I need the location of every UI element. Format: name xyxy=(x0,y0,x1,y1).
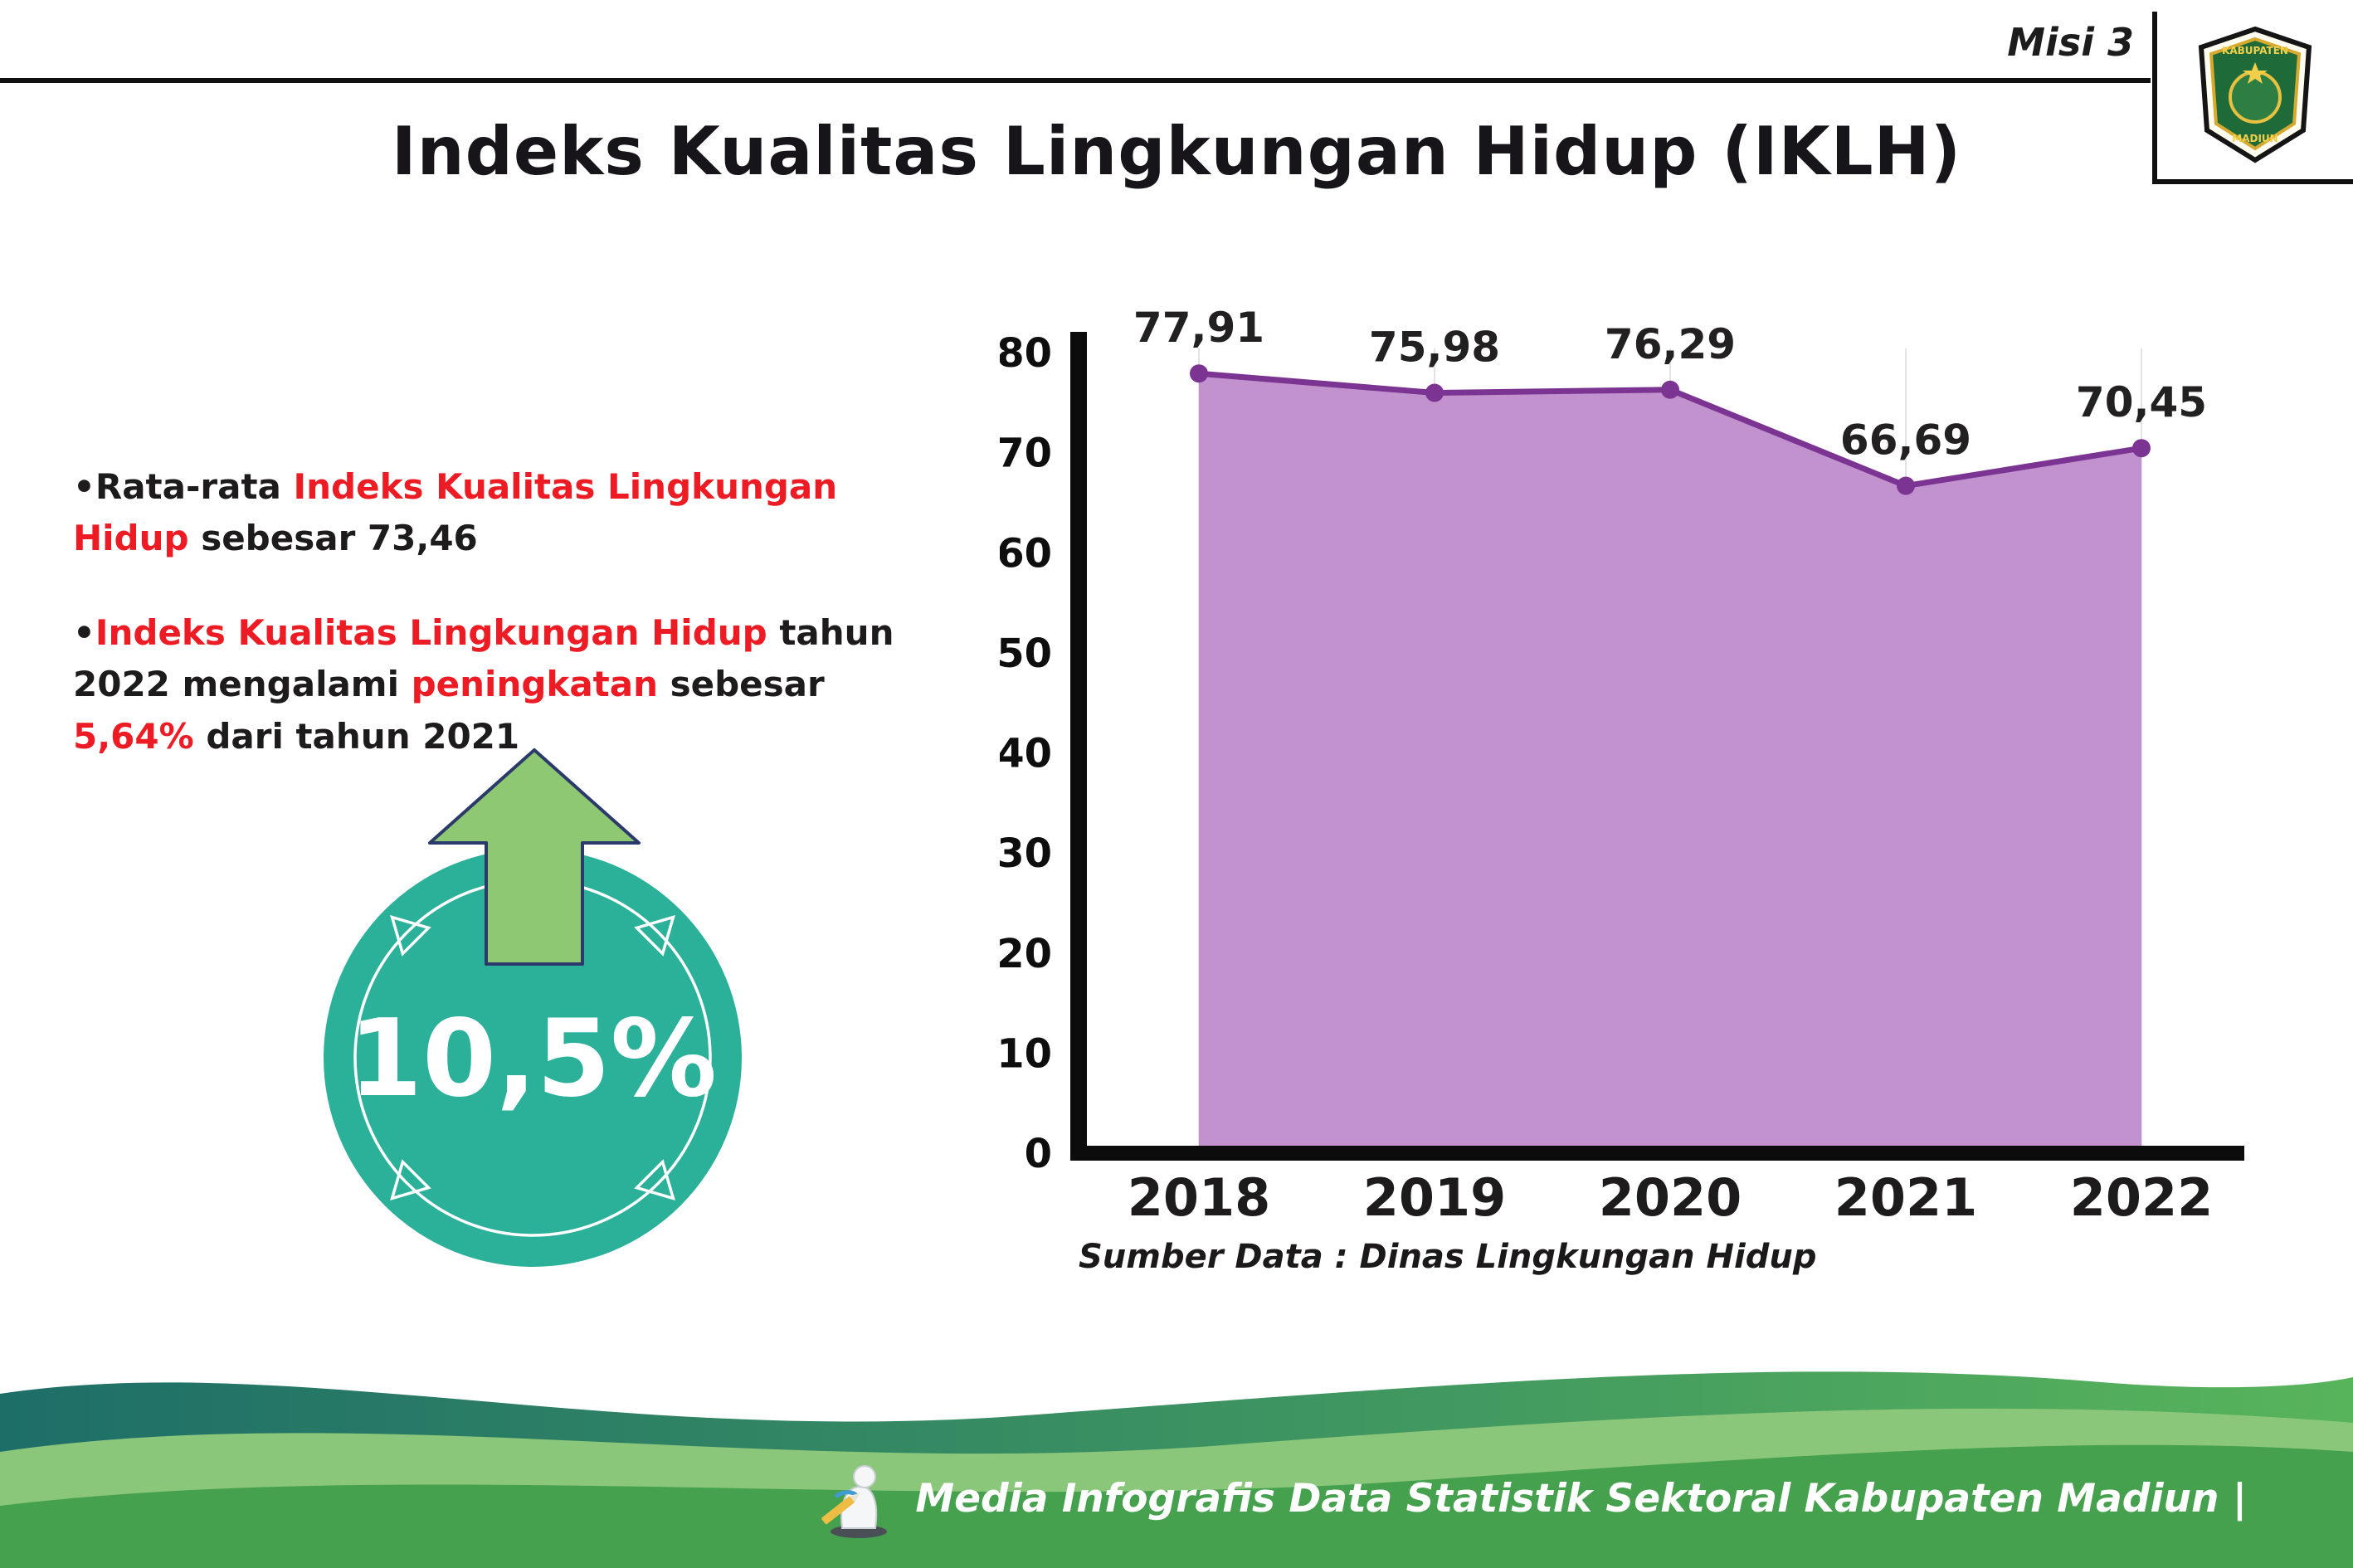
key-points: •Rata-rata Indeks Kualitas Lingkungan Hi… xyxy=(73,461,940,762)
bullet2-text-2: sebesar xyxy=(658,664,825,705)
bullet-average: •Rata-rata Indeks Kualitas Lingkungan Hi… xyxy=(73,461,940,564)
svg-text:80: 80 xyxy=(1000,330,1052,377)
bullet2-highlight-2: peningkatan xyxy=(411,664,658,705)
svg-text:10: 10 xyxy=(1000,1030,1052,1077)
header-rule xyxy=(0,78,2151,83)
svg-text:50: 50 xyxy=(1000,631,1052,677)
svg-text:70: 70 xyxy=(1000,431,1052,477)
svg-text:40: 40 xyxy=(1000,731,1052,777)
iklh-chart-svg: 77,91 75,98 76,29 66,69 70,45 0 10 20 30 40 50 60 70… xyxy=(996,304,2244,1228)
increase-badge: 10,5% xyxy=(319,845,747,1272)
bullet-marker: • xyxy=(73,466,95,507)
bullet-marker: • xyxy=(73,612,95,654)
logo-top-text: KABUPATEN xyxy=(2222,45,2288,56)
page-title: Indeks Kualitas Lingkungan Hidup (IKLH) xyxy=(391,113,1962,190)
kabupaten-madiun-emblem-icon: KABUPATEN MADIUN xyxy=(2198,26,2312,163)
svg-text:30: 30 xyxy=(1000,830,1052,877)
svg-text:2018: 2018 xyxy=(1128,1167,1271,1228)
svg-text:75,98: 75,98 xyxy=(1369,323,1500,371)
logo-bottom-text: MADIUN xyxy=(2232,133,2277,144)
svg-text:66,69: 66,69 xyxy=(1840,416,1971,465)
bullet1-pre: Rata-rata xyxy=(95,466,294,507)
svg-text:60: 60 xyxy=(1000,530,1052,577)
bullet-increase: •Indeks Kualitas Lingkungan Hidup tahun … xyxy=(73,607,940,762)
bullet2-text-1: tahun 2022 mengalami xyxy=(73,612,894,705)
mascot-icon xyxy=(821,1465,888,1538)
badge-circle: 10,5% xyxy=(324,849,742,1267)
misi-label: Misi 3 xyxy=(2007,20,2134,65)
svg-text:2021: 2021 xyxy=(1834,1167,1978,1228)
svg-text:2020: 2020 xyxy=(1599,1167,1742,1228)
kabupaten-madiun-logo: KABUPATEN MADIUN xyxy=(2152,12,2353,184)
bullet2-highlight-1: Indeks Kualitas Lingkungan Hidup xyxy=(95,612,767,654)
footer-credit-row: Media Infografis Data Statistik Sektoral… xyxy=(817,1457,2247,1540)
svg-text:0: 0 xyxy=(1025,1131,1052,1177)
bullet2-highlight-3: 5,64% xyxy=(73,715,194,757)
footer-waves xyxy=(0,1371,2353,1568)
bullet1-highlight: Indeks Kualitas Lingkungan Hidup xyxy=(73,466,838,559)
svg-text:2022: 2022 xyxy=(2070,1167,2214,1228)
svg-text:2019: 2019 xyxy=(1363,1167,1507,1228)
iklh-area-chart: 77,91 75,98 76,29 66,69 70,45 0 10 20 30 40 50 60 70… xyxy=(996,290,2294,1278)
footer-credit: Media Infografis Data Statistik Sektoral… xyxy=(915,1475,2247,1522)
badge-value: 10,5% xyxy=(348,997,717,1121)
bullet1-post: sebesar 73,46 xyxy=(188,518,478,559)
svg-text:76,29: 76,29 xyxy=(1605,320,1736,368)
svg-text:70,45: 70,45 xyxy=(2076,378,2207,426)
data-source: Sumber Data : Dinas Lingkungan Hidup xyxy=(1079,1238,1817,1276)
svg-text:20: 20 xyxy=(1000,931,1052,977)
bullet2-text-3: dari tahun 2021 xyxy=(193,715,520,757)
svg-text:77,91: 77,91 xyxy=(1133,304,1264,352)
up-arrow-icon xyxy=(413,745,655,971)
